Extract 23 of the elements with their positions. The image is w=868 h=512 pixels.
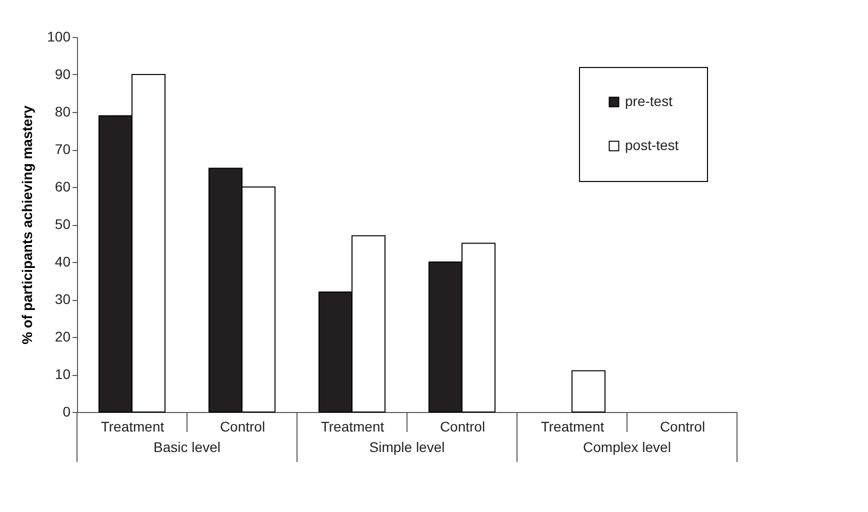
y-tick-label: 30: [54, 291, 71, 307]
y-tick-label: 10: [54, 366, 71, 382]
text: Simple level: [369, 439, 445, 455]
y-tick-label: 90: [54, 66, 71, 82]
legend-label: pre-test: [625, 93, 673, 109]
x-tick-label: Treatment: [320, 418, 384, 434]
x-tick-label: Control: [440, 418, 486, 434]
y-tick-label: 20: [54, 328, 71, 344]
y-tick-label: 50: [54, 216, 71, 232]
x-tick-label: Treatment: [100, 418, 164, 434]
y-tick-label: 0: [62, 404, 71, 420]
legend-label: post-test: [625, 137, 679, 153]
x-tick-label: Treatment: [540, 418, 604, 434]
x-tick-label: Control: [660, 418, 706, 434]
y-tick-label: 60: [54, 178, 71, 194]
y-tick-label: 40: [54, 254, 71, 270]
text: Complex level: [583, 439, 671, 455]
y-tick-label: 80: [54, 104, 71, 120]
y-tick-label: 100: [47, 28, 71, 44]
text: Basic level: [154, 439, 220, 455]
y-axis-title: % of participants achieving mastery: [19, 105, 36, 344]
y-tick-label: 70: [54, 141, 71, 157]
x-tick-label: Control: [220, 418, 266, 434]
